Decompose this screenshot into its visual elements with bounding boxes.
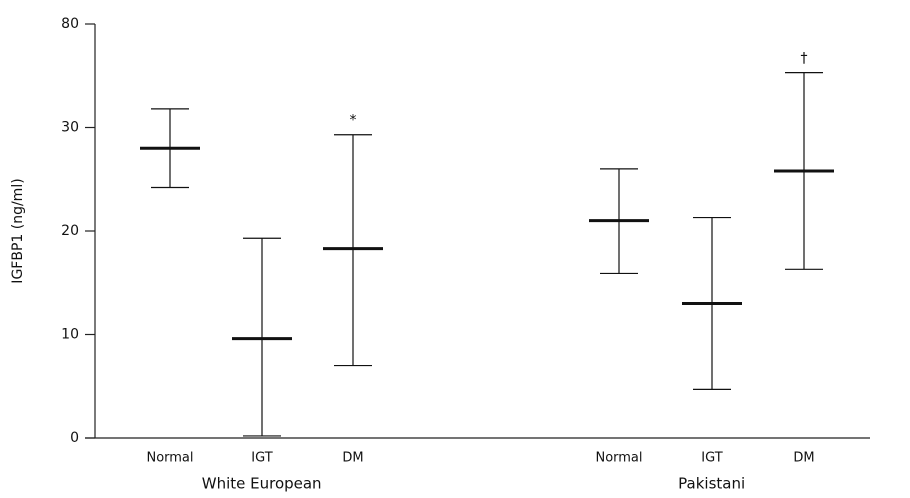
x-tick-label: DM bbox=[793, 451, 814, 466]
x-tick-label: IGT bbox=[251, 451, 272, 466]
y-tick-label: 80 bbox=[61, 16, 79, 32]
annotation: * bbox=[350, 113, 357, 129]
x-tick-label: IGT bbox=[701, 451, 722, 466]
y-tick-label: 0 bbox=[70, 430, 79, 446]
group-label: White European bbox=[202, 475, 322, 493]
y-axis-label: IGFBP1 (ng/ml) bbox=[10, 178, 26, 283]
y-tick-label: 30 bbox=[61, 120, 79, 136]
y-tick-label: 10 bbox=[61, 327, 79, 343]
x-tick-label: Normal bbox=[146, 451, 193, 466]
group-label: Pakistani bbox=[678, 475, 745, 493]
annotation: † bbox=[801, 51, 808, 67]
y-tick-label: 20 bbox=[61, 223, 79, 239]
x-tick-label: DM bbox=[342, 451, 363, 466]
x-tick-label: Normal bbox=[595, 451, 642, 466]
